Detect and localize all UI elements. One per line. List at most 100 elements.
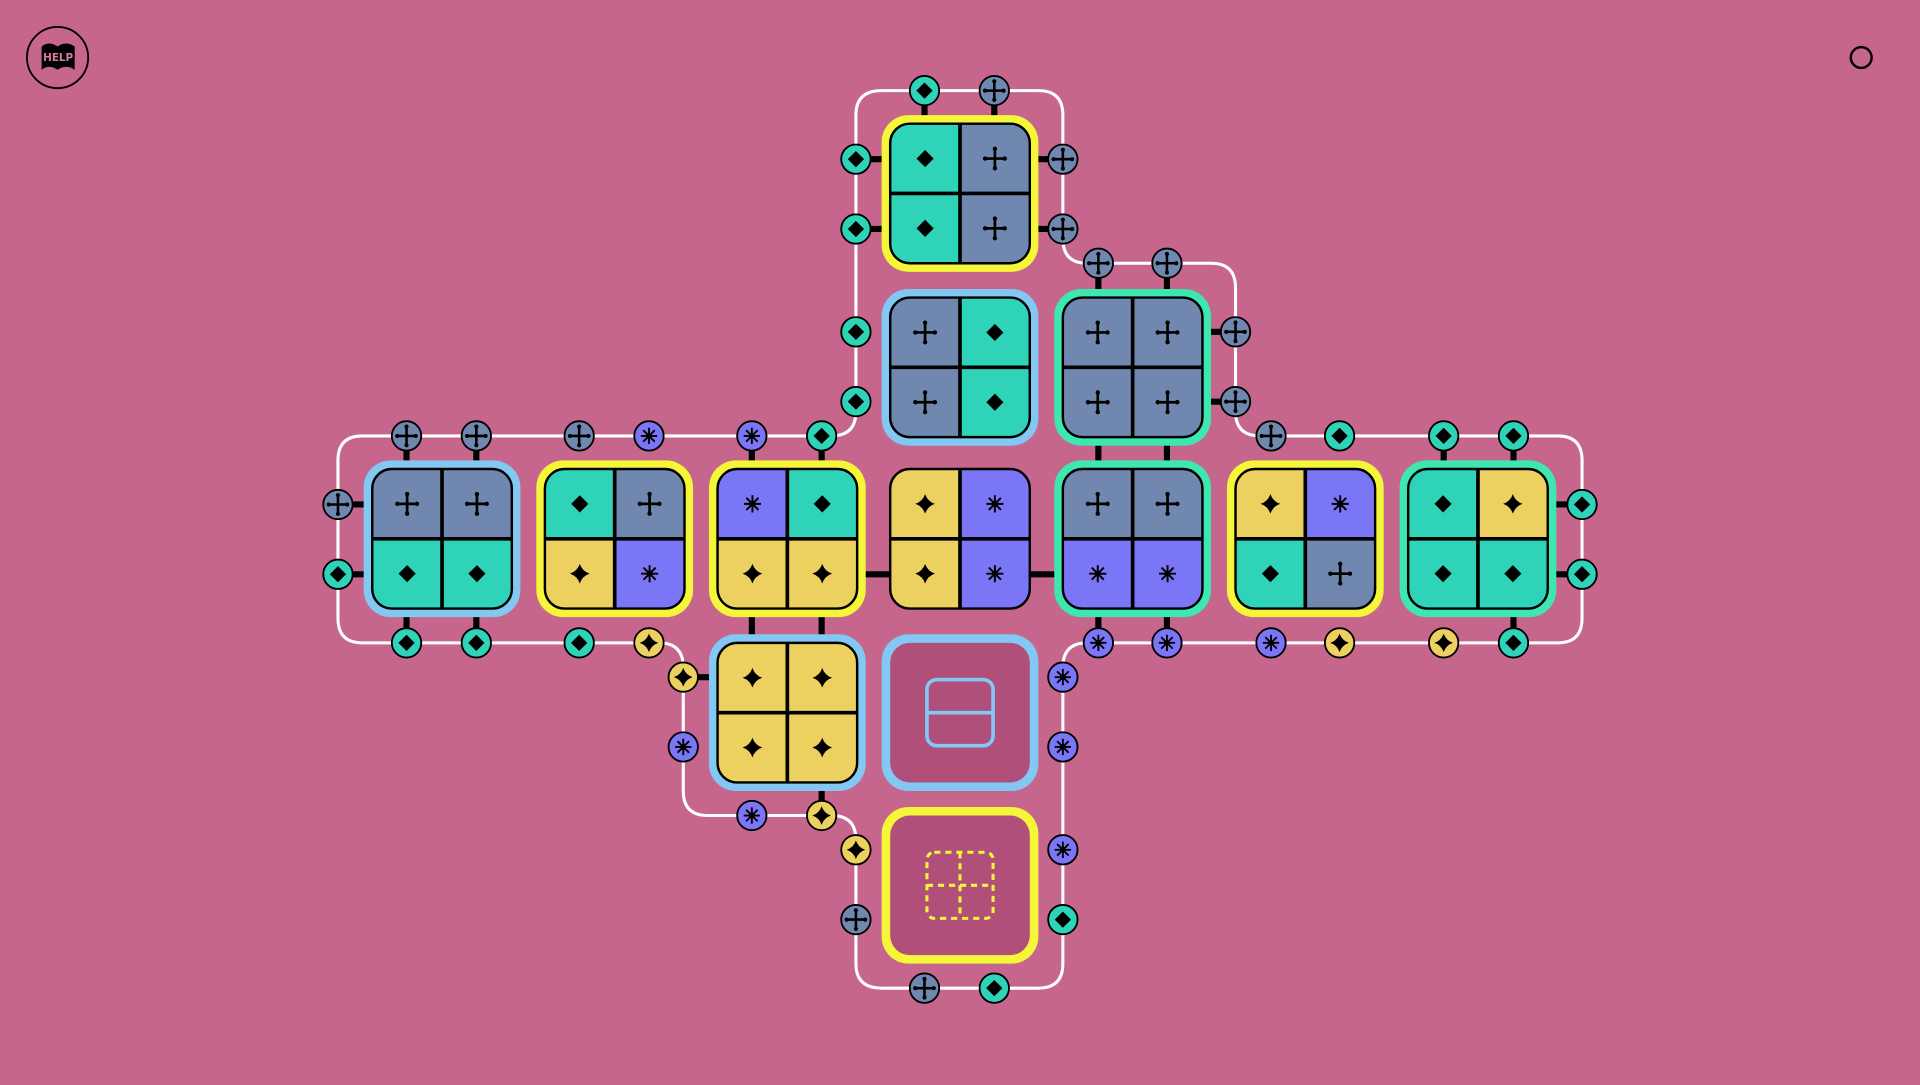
path-node <box>1151 247 1183 279</box>
tile[interactable] <box>881 288 1039 446</box>
diamond-icon <box>468 565 486 583</box>
book-icon <box>41 43 75 70</box>
star-icon <box>742 667 763 688</box>
tile[interactable] <box>363 460 521 618</box>
cross-icon <box>982 216 1007 241</box>
circle-icon[interactable] <box>1849 45 1873 70</box>
path-node <box>322 558 354 590</box>
tiles <box>363 115 1557 964</box>
path-node <box>806 799 838 832</box>
tile[interactable] <box>1054 460 1212 618</box>
star-icon <box>1434 633 1453 653</box>
path-node <box>1047 143 1079 175</box>
diamond-icon <box>1434 495 1452 513</box>
path-node <box>633 627 665 659</box>
asterisk-icon <box>986 565 1004 583</box>
asterisk-icon <box>1090 634 1107 651</box>
path-node <box>1047 213 1079 245</box>
path-loop <box>336 89 1584 990</box>
tile[interactable] <box>1054 288 1212 446</box>
empty-slot[interactable] <box>881 806 1039 964</box>
star-icon <box>1330 633 1349 653</box>
cross-icon <box>1085 491 1110 516</box>
cross-icon <box>1086 251 1110 275</box>
diamond-icon <box>847 220 865 238</box>
asterisk-icon <box>1089 565 1107 583</box>
path-node <box>1047 903 1079 936</box>
path-node <box>840 213 872 245</box>
path-node <box>563 627 595 659</box>
path-node <box>460 420 492 452</box>
cross-icon <box>1259 424 1283 448</box>
asterisk-icon <box>1054 841 1071 858</box>
cross-icon <box>637 491 662 516</box>
path-node <box>390 627 423 659</box>
tile[interactable] <box>1399 460 1557 618</box>
star-icon <box>812 667 833 688</box>
path-node <box>1497 420 1530 452</box>
empty-slot[interactable] <box>881 634 1039 792</box>
help-button[interactable]: HELP <box>26 26 90 90</box>
path-node <box>736 420 768 452</box>
quad-slot-icon <box>925 850 995 920</box>
diamond-icon <box>986 323 1004 342</box>
path-node <box>1497 627 1530 659</box>
diamond-icon <box>986 393 1004 411</box>
path-node <box>390 420 423 452</box>
asterisk-icon <box>743 807 760 824</box>
path-node <box>840 834 872 866</box>
diamond-icon <box>916 219 934 237</box>
diamond-icon <box>1505 634 1522 651</box>
path-node <box>1255 420 1287 452</box>
cross-icon <box>464 491 489 516</box>
tile[interactable] <box>888 467 1032 610</box>
path-node <box>1255 627 1287 659</box>
path-node <box>1082 627 1114 659</box>
cross-icon <box>1155 320 1180 345</box>
asterisk-icon <box>743 427 760 445</box>
tile[interactable] <box>708 634 866 792</box>
path-node <box>840 143 872 175</box>
asterisk-icon <box>986 495 1004 513</box>
path-node <box>1219 386 1252 418</box>
path-node <box>736 799 768 832</box>
help-label: HELP <box>43 52 73 64</box>
diamond-icon <box>1435 427 1452 445</box>
cross-icon <box>1224 320 1247 344</box>
path-node <box>633 420 665 452</box>
path-node <box>1047 731 1079 763</box>
diamond-icon <box>1505 427 1522 445</box>
diamond-icon <box>813 495 831 513</box>
asterisk-icon <box>1054 669 1071 686</box>
star-icon <box>1260 494 1281 514</box>
diamond-icon <box>1261 565 1279 583</box>
path-node <box>840 903 872 936</box>
star-icon <box>639 633 659 653</box>
path-node <box>1566 558 1598 590</box>
diamond-icon <box>847 323 865 340</box>
star-icon <box>812 563 833 584</box>
cross-icon <box>1155 390 1180 415</box>
cross-icon <box>395 491 420 516</box>
cross-icon <box>1085 320 1110 345</box>
asterisk-icon <box>1054 738 1071 756</box>
cross-icon <box>982 79 1006 103</box>
path-node <box>908 972 941 1004</box>
tile[interactable] <box>536 460 694 618</box>
path-node <box>1082 247 1114 279</box>
cross-icon <box>913 320 938 345</box>
tile[interactable] <box>708 460 866 618</box>
path-node <box>563 420 595 452</box>
tile[interactable] <box>1226 460 1384 618</box>
path-node <box>806 420 838 452</box>
asterisk-icon <box>1158 565 1177 583</box>
star-icon <box>570 563 590 584</box>
split-slot-icon <box>925 677 995 748</box>
star-icon <box>742 563 763 584</box>
path-node <box>1219 316 1252 348</box>
cross-icon <box>1155 491 1180 516</box>
star-icon <box>812 737 833 758</box>
tile[interactable] <box>881 115 1039 272</box>
diamond-icon <box>398 565 416 583</box>
cross-icon <box>1051 217 1075 241</box>
